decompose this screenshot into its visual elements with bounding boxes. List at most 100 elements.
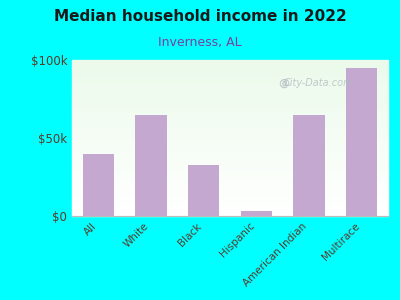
Bar [72, 119, 388, 121]
Bar [72, 110, 388, 112]
Bar [72, 77, 388, 79]
Bar [72, 202, 388, 203]
Bar [72, 154, 388, 155]
Bar [240, 211, 272, 216]
Bar [72, 152, 388, 154]
Bar [72, 66, 388, 68]
Bar [72, 151, 388, 152]
Bar [72, 140, 388, 141]
Bar [72, 168, 388, 169]
Bar [72, 155, 388, 157]
Bar [346, 68, 378, 216]
Bar [72, 191, 388, 193]
Bar [72, 141, 388, 143]
Bar [72, 178, 388, 180]
Bar [72, 188, 388, 190]
Bar [72, 194, 388, 196]
Bar [72, 149, 388, 151]
Bar [72, 118, 388, 119]
Bar [72, 135, 388, 136]
Bar [72, 65, 388, 66]
Bar [72, 60, 388, 61]
Bar [72, 166, 388, 168]
Bar [72, 105, 388, 107]
Bar [72, 79, 388, 80]
Bar [72, 99, 388, 100]
Bar [72, 82, 388, 83]
Bar [72, 185, 388, 186]
Bar [72, 190, 388, 191]
Bar [72, 83, 388, 85]
Bar [72, 107, 388, 108]
Bar [72, 163, 388, 164]
Bar [72, 96, 388, 98]
Bar [293, 115, 325, 216]
Bar [72, 115, 388, 116]
Bar [72, 172, 388, 174]
Bar [72, 207, 388, 208]
Bar [72, 186, 388, 188]
Bar [72, 102, 388, 104]
Bar [72, 90, 388, 91]
Bar [72, 161, 388, 163]
Bar [72, 91, 388, 93]
Bar [72, 174, 388, 176]
Bar [72, 160, 388, 161]
Bar [72, 200, 388, 202]
Bar [188, 164, 220, 216]
Bar [72, 205, 388, 207]
Bar [72, 183, 388, 185]
Bar [72, 199, 388, 200]
Bar [72, 133, 388, 135]
Bar [72, 112, 388, 113]
Text: City-Data.com: City-Data.com [284, 78, 353, 88]
Bar [72, 197, 388, 199]
Bar [72, 125, 388, 127]
Bar [72, 157, 388, 158]
Bar [72, 68, 388, 69]
Bar [72, 121, 388, 122]
Bar [72, 98, 388, 99]
Bar [72, 94, 388, 96]
Bar [72, 71, 388, 73]
Bar [72, 143, 388, 144]
Bar [72, 73, 388, 74]
Bar [72, 211, 388, 213]
Text: Median household income in 2022: Median household income in 2022 [54, 9, 346, 24]
Bar [72, 138, 388, 140]
Bar [72, 74, 388, 76]
Bar [72, 86, 388, 88]
Bar [72, 169, 388, 171]
Bar [72, 108, 388, 110]
Bar [72, 177, 388, 178]
Bar [72, 182, 388, 183]
Bar [72, 124, 388, 125]
Bar [72, 180, 388, 182]
Bar [72, 158, 388, 160]
Bar [72, 136, 388, 138]
Bar [72, 85, 388, 86]
Text: Inverness, AL: Inverness, AL [158, 36, 242, 49]
Bar [72, 61, 388, 63]
Bar [72, 88, 388, 90]
Bar [72, 69, 388, 71]
Bar [72, 127, 388, 129]
Bar [72, 100, 388, 102]
Bar [72, 132, 388, 133]
Bar [82, 154, 114, 216]
Bar [72, 213, 388, 214]
Bar [135, 115, 167, 216]
Bar [72, 146, 388, 147]
Bar [72, 147, 388, 149]
Bar [72, 164, 388, 166]
Bar [72, 176, 388, 177]
Bar [72, 210, 388, 211]
Bar [72, 196, 388, 197]
Text: @: @ [278, 78, 289, 88]
Bar [72, 122, 388, 124]
Bar [72, 63, 388, 65]
Bar [72, 104, 388, 105]
Bar [72, 214, 388, 216]
Bar [72, 76, 388, 77]
Bar [72, 93, 388, 94]
